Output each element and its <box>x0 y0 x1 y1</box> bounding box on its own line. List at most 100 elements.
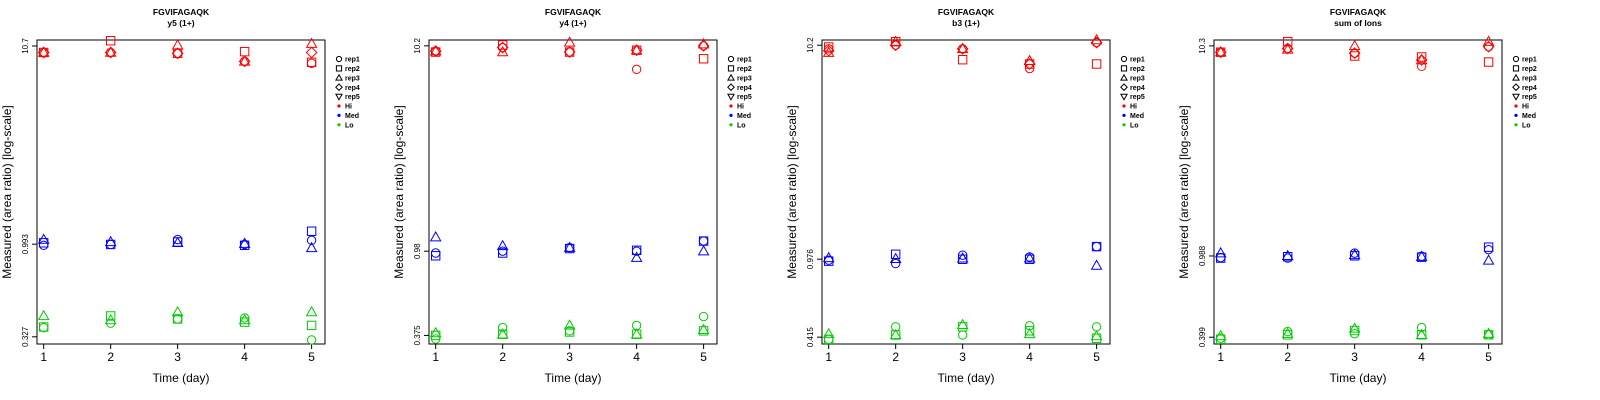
data-point-hi-rep2 <box>497 40 508 50</box>
data-point-med-rep2 <box>497 248 508 258</box>
chart-title: FGVIFAGAQK <box>938 7 995 17</box>
legend-marker-hi <box>1514 104 1518 108</box>
legend-label-rep1: rep1 <box>737 57 752 64</box>
data-point-lo-rep2 <box>698 326 709 336</box>
legend-label-hi: Hi <box>1130 104 1137 111</box>
x-tick-label: 5 <box>1485 350 1492 364</box>
data-point-med-rep3 <box>630 251 643 262</box>
legend-marker-rep3 <box>1120 73 1128 81</box>
data-point-med-rep2 <box>564 243 575 254</box>
legend-label-hi: Hi <box>345 104 352 111</box>
legend: rep1 rep2 rep3 rep4 rep5 Hi Med Lo <box>727 55 752 129</box>
legend-label-rep2: rep2 <box>1522 66 1537 73</box>
data-point-med-rep1 <box>430 248 441 258</box>
x-tick-label: 2 <box>892 350 899 364</box>
chart-subtitle: y4 (1+) <box>559 18 586 28</box>
legend-marker-lo <box>729 123 733 127</box>
legend-label-hi: Hi <box>737 104 744 111</box>
data-point-hi-rep4 <box>1090 36 1103 49</box>
data-point-lo-rep1 <box>38 322 49 333</box>
legend-label-rep5: rep5 <box>1130 94 1145 101</box>
x-tick-label: 3 <box>566 350 573 364</box>
legend-marker-rep3 <box>1512 73 1520 81</box>
data-point-hi-rep2 <box>1282 36 1293 47</box>
data-point-med-rep1 <box>1483 244 1494 255</box>
x-axis-label: Time (day) <box>545 371 602 385</box>
legend-label-med: Med <box>1130 113 1144 120</box>
x-tick-label: 3 <box>1351 350 1358 364</box>
data-point-hi-rep2 <box>1091 59 1102 69</box>
x-tick-label: 1 <box>1217 350 1224 364</box>
x-tick-label: 4 <box>633 350 640 364</box>
x-axis-label: Time (day) <box>153 371 210 385</box>
data-point-med-rep3 <box>956 252 969 263</box>
legend-label-rep4: rep4 <box>1522 85 1537 92</box>
legend-label-lo: Lo <box>1522 122 1531 129</box>
data-point-hi-rep4 <box>1281 42 1294 55</box>
data-point-med-rep3 <box>822 251 835 263</box>
data-point-med-rep3 <box>104 235 117 247</box>
data-point-med-rep3 <box>429 230 442 242</box>
data-point-med-rep3 <box>1482 254 1495 265</box>
data-point-lo-rep2 <box>564 327 575 337</box>
legend-label-hi: Hi <box>1522 104 1529 111</box>
data-point-med-rep1 <box>38 240 49 251</box>
data-point-lo-rep3 <box>1348 322 1361 333</box>
data-point-lo-rep2 <box>1282 330 1293 340</box>
legend-marker-rep5 <box>1512 93 1520 101</box>
legend-marker-rep4 <box>335 83 343 92</box>
data-point-hi-rep2 <box>1416 52 1427 62</box>
data-point-med-rep2 <box>631 245 642 256</box>
data-point-lo-rep1 <box>1091 322 1102 332</box>
data-point-hi-rep3 <box>1214 45 1227 57</box>
data-point-hi-rep4 <box>697 39 710 52</box>
legend-marker-med <box>337 113 341 117</box>
data-point-lo-rep3 <box>889 328 902 340</box>
data-point-hi-rep3 <box>496 45 509 57</box>
legend-marker-rep5 <box>1120 93 1128 101</box>
data-point-med-rep1 <box>1215 252 1226 263</box>
data-point-med-rep3 <box>305 241 318 253</box>
y-tick-label: 10.2 <box>806 37 815 53</box>
data-point-hi-rep2 <box>698 54 709 64</box>
data-point-hi-rep4 <box>630 44 643 57</box>
data-point-hi-rep3 <box>238 55 251 66</box>
chart-subtitle: sum of Ions <box>1334 18 1382 28</box>
y-tick-label: 0.976 <box>806 249 815 270</box>
data-point-lo-rep1 <box>823 334 834 345</box>
legend-label-rep4: rep4 <box>345 85 360 92</box>
plot-frame <box>1213 39 1503 345</box>
data-point-hi-rep3 <box>1090 33 1103 45</box>
data-point-med-rep3 <box>1348 248 1361 260</box>
data-point-lo-rep3 <box>305 305 318 317</box>
legend: rep1 rep2 rep3 rep4 rep5 Hi Med Lo <box>1120 55 1145 129</box>
x-tick-label: 3 <box>174 350 181 364</box>
data-point-med-rep3 <box>1214 246 1227 258</box>
data-point-med-rep2 <box>957 254 968 264</box>
data-point-hi-rep3 <box>171 39 184 50</box>
y-tick-label: 10.3 <box>1198 38 1207 54</box>
chart-subtitle: y5 (1+) <box>167 18 194 28</box>
data-point-med-rep2 <box>890 249 901 259</box>
data-point-lo-rep1 <box>1024 321 1035 331</box>
legend-marker-hi <box>337 104 341 108</box>
data-point-med-rep2 <box>1024 254 1035 264</box>
data-point-hi-rep3 <box>429 44 442 56</box>
data-point-hi-rep4 <box>956 42 969 55</box>
legend-label-rep3: rep3 <box>1522 75 1537 82</box>
legend-label-med: Med <box>1522 113 1536 120</box>
data-point-lo-rep3 <box>1090 329 1103 341</box>
data-point-med-rep3 <box>1281 249 1294 260</box>
x-tick-label: 3 <box>959 350 966 364</box>
data-point-lo-rep3 <box>1023 327 1036 339</box>
x-tick-label: 4 <box>1026 350 1033 364</box>
data-point-med-rep3 <box>697 244 710 256</box>
data-point-hi-rep4 <box>1415 54 1428 66</box>
data-point-hi-rep4 <box>889 39 902 52</box>
y-tick-label: 10.7 <box>21 38 30 54</box>
data-point-lo-rep1 <box>430 334 441 344</box>
legend-marker-rep1 <box>1512 55 1520 63</box>
legend-label-rep3: rep3 <box>345 75 360 82</box>
